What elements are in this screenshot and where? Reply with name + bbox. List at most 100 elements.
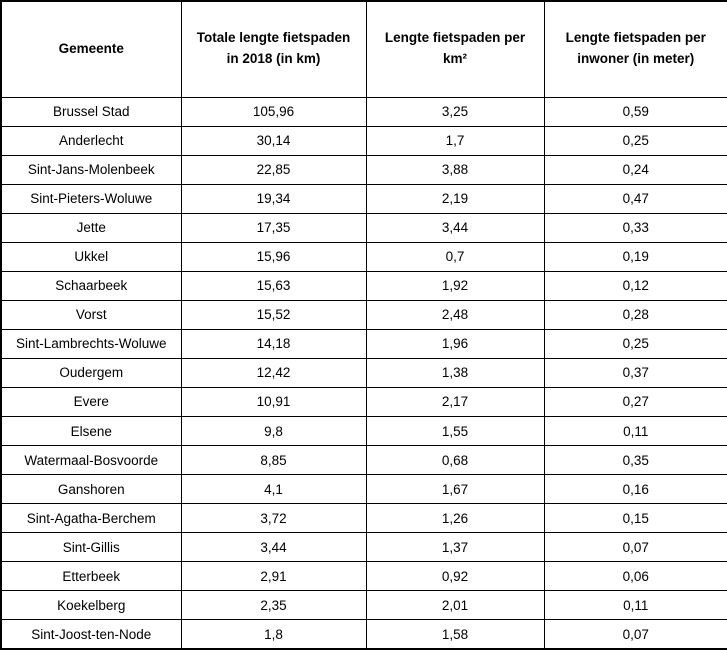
cell-per-km2: 0,92 — [365, 561, 545, 592]
cell-totaal-km: 2,91 — [180, 561, 367, 592]
cell-totaal-km: 3,44 — [180, 532, 367, 563]
table-row: Jette 17,35 3,44 0,33 — [0, 212, 727, 243]
table-row: Sint-Lambrechts-Woluwe 14,18 1,96 0,25 — [0, 328, 727, 359]
cell-gemeente: Jette — [0, 212, 182, 243]
table-row: Schaarbeek 15,63 1,92 0,12 — [0, 270, 727, 301]
cell-per-inwoner: 0,11 — [543, 416, 727, 447]
table-header: Gemeente Totale lengte fietspaden in 201… — [0, 0, 727, 98]
cell-gemeente: Ukkel — [0, 241, 182, 272]
cell-per-km2: 1,55 — [365, 416, 545, 447]
table-row: Etterbeek 2,91 0,92 0,06 — [0, 561, 727, 592]
column-header-per-km2: Lengte fietspaden per km² — [365, 0, 545, 98]
cell-totaal-km: 9,8 — [180, 416, 367, 447]
cell-per-km2: 3,25 — [365, 96, 545, 127]
cell-per-inwoner: 0,19 — [543, 241, 727, 272]
cell-per-inwoner: 0,28 — [543, 299, 727, 330]
cell-per-km2: 1,26 — [365, 503, 545, 534]
table-body: Brussel Stad 105,96 3,25 0,59 Anderlecht 30,1… — [0, 96, 727, 650]
cell-totaal-km: 8,85 — [180, 445, 367, 476]
cell-per-inwoner: 0,25 — [543, 328, 727, 359]
cell-totaal-km: 105,96 — [180, 96, 367, 127]
cell-gemeente: Brussel Stad — [0, 96, 182, 127]
cell-totaal-km: 10,91 — [180, 386, 367, 418]
cell-gemeente: Anderlecht — [0, 125, 182, 156]
header-row: Gemeente Totale lengte fietspaden in 201… — [0, 0, 727, 98]
cell-totaal-km: 15,52 — [180, 299, 367, 330]
cell-per-km2: 1,38 — [365, 357, 545, 388]
table-row: Evere 10,91 2,17 0,27 — [0, 386, 727, 418]
cell-totaal-km: 17,35 — [180, 212, 367, 243]
cell-totaal-km: 15,63 — [180, 270, 367, 301]
cell-totaal-km: 4,1 — [180, 474, 367, 505]
cell-totaal-km: 14,18 — [180, 328, 367, 359]
cell-per-km2: 1,96 — [365, 328, 545, 359]
cell-per-km2: 1,58 — [365, 619, 545, 650]
table-row: Sint-Agatha-Berchem 3,72 1,26 0,15 — [0, 503, 727, 534]
cell-per-km2: 2,17 — [365, 386, 545, 418]
cell-per-inwoner: 0,16 — [543, 474, 727, 505]
cell-totaal-km: 30,14 — [180, 125, 367, 156]
cell-per-km2: 3,88 — [365, 154, 545, 185]
table-row: Sint-Pieters-Woluwe 19,34 2,19 0,47 — [0, 183, 727, 214]
column-header-totaal-km: Totale lengte fietspaden in 2018 (in km) — [180, 0, 367, 98]
cell-gemeente: Sint-Joost-ten-Node — [0, 619, 182, 650]
cell-gemeente: Sint-Lambrechts-Woluwe — [0, 328, 182, 359]
cell-totaal-km: 1,8 — [180, 619, 367, 650]
table-row: Elsene 9,8 1,55 0,11 — [0, 416, 727, 447]
table-row: Sint-Gillis 3,44 1,37 0,07 — [0, 532, 727, 563]
cell-per-inwoner: 0,24 — [543, 154, 727, 185]
cell-gemeente: Elsene — [0, 416, 182, 447]
cell-gemeente: Oudergem — [0, 357, 182, 388]
table-row: Koekelberg 2,35 2,01 0,11 — [0, 590, 727, 621]
cell-per-inwoner: 0,27 — [543, 386, 727, 418]
table-row: Oudergem 12,42 1,38 0,37 — [0, 357, 727, 388]
cell-per-inwoner: 0,59 — [543, 96, 727, 127]
cell-per-inwoner: 0,35 — [543, 445, 727, 476]
cell-totaal-km: 12,42 — [180, 357, 367, 388]
cell-per-km2: 2,19 — [365, 183, 545, 214]
table-row: Watermaal-Bosvoorde 8,85 0,68 0,35 — [0, 445, 727, 476]
cell-per-km2: 1,67 — [365, 474, 545, 505]
cell-gemeente: Sint-Jans-Molenbeek — [0, 154, 182, 185]
cell-per-inwoner: 0,07 — [543, 619, 727, 650]
cell-per-inwoner: 0,33 — [543, 212, 727, 243]
cell-gemeente: Schaarbeek — [0, 270, 182, 301]
cell-gemeente: Sint-Pieters-Woluwe — [0, 183, 182, 214]
cell-per-km2: 1,7 — [365, 125, 545, 156]
table-row: Anderlecht 30,14 1,7 0,25 — [0, 125, 727, 156]
cell-totaal-km: 2,35 — [180, 590, 367, 621]
cell-gemeente: Evere — [0, 386, 182, 418]
cell-per-inwoner: 0,07 — [543, 532, 727, 563]
cell-per-inwoner: 0,12 — [543, 270, 727, 301]
column-header-per-inwoner: Lengte fietspaden per inwoner (in meter) — [543, 0, 727, 98]
cell-per-inwoner: 0,11 — [543, 590, 727, 621]
cell-gemeente: Sint-Agatha-Berchem — [0, 503, 182, 534]
cell-per-km2: 1,92 — [365, 270, 545, 301]
cell-per-inwoner: 0,25 — [543, 125, 727, 156]
cell-per-inwoner: 0,06 — [543, 561, 727, 592]
table-row: Ukkel 15,96 0,7 0,19 — [0, 241, 727, 272]
cell-per-km2: 0,68 — [365, 445, 545, 476]
cell-per-km2: 2,48 — [365, 299, 545, 330]
cell-gemeente: Ganshoren — [0, 474, 182, 505]
cell-gemeente: Watermaal-Bosvoorde — [0, 445, 182, 476]
cell-per-inwoner: 0,37 — [543, 357, 727, 388]
cell-per-inwoner: 0,15 — [543, 503, 727, 534]
cell-per-km2: 2,01 — [365, 590, 545, 621]
cell-gemeente: Etterbeek — [0, 561, 182, 592]
table-row: Ganshoren 4,1 1,67 0,16 — [0, 474, 727, 505]
cell-totaal-km: 15,96 — [180, 241, 367, 272]
cell-totaal-km: 19,34 — [180, 183, 367, 214]
cell-per-km2: 0,7 — [365, 241, 545, 272]
cell-gemeente: Sint-Gillis — [0, 532, 182, 563]
table-row: Brussel Stad 105,96 3,25 0,59 — [0, 96, 727, 127]
cell-totaal-km: 22,85 — [180, 154, 367, 185]
cell-per-km2: 1,37 — [365, 532, 545, 563]
cell-totaal-km: 3,72 — [180, 503, 367, 534]
cell-per-inwoner: 0,47 — [543, 183, 727, 214]
column-header-gemeente: Gemeente — [0, 0, 182, 98]
cell-per-km2: 3,44 — [365, 212, 545, 243]
table-row: Sint-Jans-Molenbeek 22,85 3,88 0,24 — [0, 154, 727, 185]
